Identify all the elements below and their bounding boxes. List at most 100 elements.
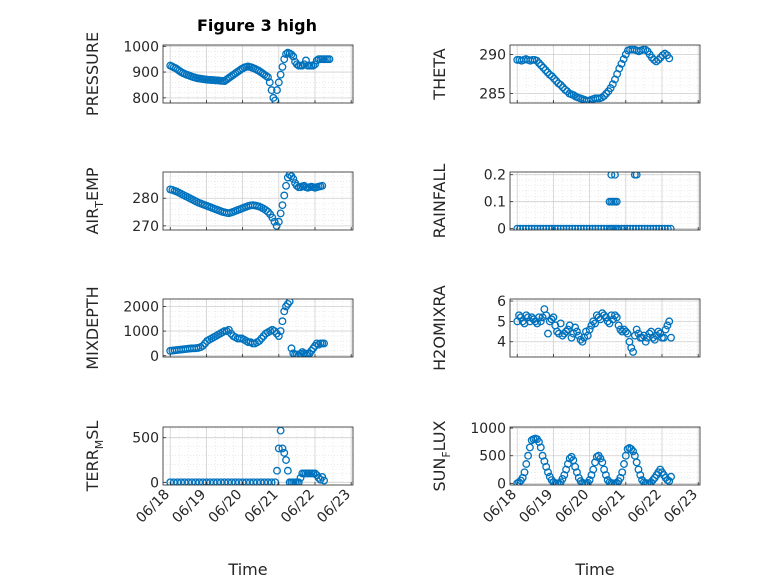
data-point bbox=[606, 84, 615, 93]
data-point bbox=[591, 224, 600, 230]
data-point bbox=[553, 224, 562, 230]
data-point bbox=[287, 344, 296, 353]
data-point bbox=[578, 478, 587, 485]
data-point bbox=[536, 317, 545, 326]
data-point bbox=[559, 224, 568, 230]
data-point bbox=[282, 456, 290, 464]
data-point bbox=[643, 224, 652, 230]
y-tick-label: 0 bbox=[150, 475, 159, 491]
data-point bbox=[562, 224, 571, 230]
data-point bbox=[629, 224, 637, 230]
data-point bbox=[532, 56, 541, 65]
data-point bbox=[261, 206, 270, 215]
data-point bbox=[569, 91, 578, 100]
data-point bbox=[634, 224, 643, 230]
data-point bbox=[591, 319, 599, 328]
data-point bbox=[650, 55, 658, 64]
data-point bbox=[556, 81, 565, 89]
data-point bbox=[643, 333, 652, 342]
data-point bbox=[274, 78, 283, 87]
y-tick-label: 900 bbox=[132, 65, 159, 81]
data-point bbox=[272, 329, 281, 338]
data-point bbox=[627, 445, 636, 454]
data-point bbox=[280, 191, 289, 200]
data-point bbox=[600, 91, 609, 100]
data-series bbox=[166, 48, 334, 103]
data-point bbox=[576, 224, 585, 230]
data-point bbox=[621, 50, 630, 59]
y-axis-label: AIRTEMP bbox=[83, 167, 106, 234]
grid bbox=[510, 172, 700, 230]
axes-box bbox=[509, 44, 701, 104]
data-point bbox=[521, 224, 530, 230]
subplot-h2omixra: 4 5 6 H2OMIXRA bbox=[430, 285, 701, 371]
data-point bbox=[597, 224, 606, 230]
data-point bbox=[542, 224, 551, 230]
data-point bbox=[276, 209, 285, 218]
data-point bbox=[612, 478, 621, 485]
subplot-air-temp: 270 280 AIRTEMP bbox=[83, 167, 354, 235]
data-point bbox=[589, 317, 598, 326]
data-point bbox=[282, 50, 290, 58]
data-point bbox=[661, 325, 670, 334]
data-point bbox=[542, 311, 551, 320]
data-point bbox=[593, 94, 602, 103]
y-axis-label: MIXDEPTH bbox=[83, 286, 102, 369]
data-point bbox=[563, 325, 572, 334]
data-point bbox=[636, 471, 645, 480]
data-point bbox=[654, 55, 663, 64]
y-axis-label: H2OMIXRA bbox=[430, 285, 449, 371]
data-point bbox=[655, 224, 664, 230]
y-tick-label: 500 bbox=[132, 431, 159, 447]
x-axis-label: Time bbox=[574, 560, 614, 579]
data-series bbox=[513, 45, 674, 103]
data-point bbox=[289, 349, 298, 357]
data-point bbox=[579, 224, 588, 230]
data-point bbox=[552, 77, 561, 86]
data-point bbox=[548, 72, 556, 81]
data-point bbox=[658, 224, 666, 230]
data-point bbox=[267, 86, 276, 95]
data-point bbox=[554, 79, 563, 88]
y-tick-label: 800 bbox=[132, 91, 159, 107]
data-series bbox=[513, 172, 675, 230]
data-point bbox=[585, 325, 594, 334]
y-tick-label: 5 bbox=[497, 314, 506, 330]
data-series bbox=[166, 427, 328, 485]
data-point bbox=[649, 224, 658, 230]
data-point bbox=[300, 60, 309, 69]
data-point bbox=[607, 479, 616, 485]
data-point bbox=[273, 86, 281, 95]
data-point bbox=[665, 54, 674, 63]
y-tick-label: 270 bbox=[132, 219, 159, 235]
data-point bbox=[264, 73, 272, 82]
data-point bbox=[614, 321, 623, 330]
data-series bbox=[166, 299, 328, 357]
data-point bbox=[585, 224, 594, 230]
data-point bbox=[525, 443, 534, 452]
data-point bbox=[553, 327, 561, 336]
data-point bbox=[632, 172, 641, 179]
data-point bbox=[666, 224, 675, 230]
data-point bbox=[561, 85, 569, 94]
data-point bbox=[598, 458, 607, 467]
data-point bbox=[530, 224, 539, 230]
data-point bbox=[544, 468, 552, 477]
data-point bbox=[641, 337, 650, 346]
data-point bbox=[541, 66, 550, 75]
data-point bbox=[278, 444, 287, 453]
data-point bbox=[294, 478, 303, 485]
data-point bbox=[325, 55, 334, 64]
data-point bbox=[547, 315, 556, 324]
data-point bbox=[663, 224, 672, 230]
axes-box bbox=[509, 298, 701, 358]
data-point bbox=[667, 472, 675, 481]
data-point bbox=[629, 347, 637, 356]
data-point bbox=[264, 207, 272, 216]
data-point bbox=[658, 51, 667, 60]
data-point bbox=[283, 466, 292, 475]
data-point bbox=[289, 52, 298, 61]
data-point bbox=[605, 478, 614, 485]
data-point bbox=[272, 221, 281, 230]
